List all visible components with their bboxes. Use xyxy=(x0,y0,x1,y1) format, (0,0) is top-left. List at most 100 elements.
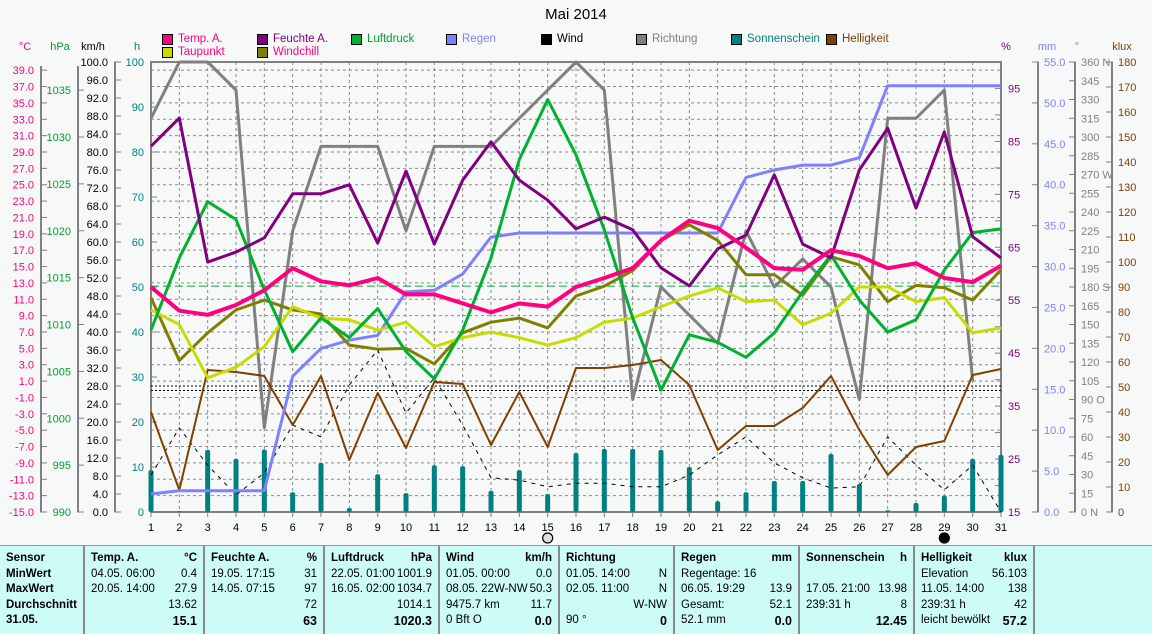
stat-row: 04.05. 06:00 0.4 xyxy=(91,568,197,584)
stat-row: 16.05. 02:00 1034.7 xyxy=(331,583,432,599)
axis-tick-label: 0 xyxy=(138,507,144,519)
stat-value: 8 xyxy=(900,598,907,611)
axis-tick-label: 90 O xyxy=(1081,395,1105,407)
stat-value: W-NW xyxy=(633,598,667,611)
stat-value: 1020.3 xyxy=(393,614,432,628)
axis-tick-label: 35 xyxy=(1008,401,1020,413)
stat-column-header: Helligkeit klux xyxy=(921,552,1027,568)
stat-column-name: Helligkeit xyxy=(921,552,973,564)
axis-tick-label: 12.0 xyxy=(87,453,108,465)
axis-tick-label: 15 xyxy=(1008,507,1020,519)
series-line-windchill xyxy=(149,223,1003,366)
legend-item: Sonnenschein xyxy=(731,33,820,45)
stat-row: 72 xyxy=(211,599,317,615)
legend-item: Windchill xyxy=(257,46,319,58)
stat-value: 0.0 xyxy=(774,614,792,628)
axis-unit-temp: °C xyxy=(19,41,31,53)
axis-tick-label: 45.0 xyxy=(1044,139,1065,151)
axis-tick-label: 240 xyxy=(1081,207,1099,219)
stat-column-unit: % xyxy=(306,552,317,564)
axis-tick-label: 8.0 xyxy=(93,471,108,483)
legend-label: Temp. A. xyxy=(178,33,223,45)
sunshine-bar xyxy=(516,470,522,512)
axis-unit-sun: h xyxy=(134,41,140,53)
stat-row: 52.1 mm 0.0 xyxy=(681,614,792,630)
legend-swatch xyxy=(541,33,552,45)
axis-tick-label: 60 xyxy=(132,237,144,249)
axis-tick-label: 0.0 xyxy=(93,507,108,519)
axis-tick-label: 25.0 xyxy=(13,180,34,192)
axis-tick-label: 39.0 xyxy=(13,65,34,77)
axis-tick-label: 11.0 xyxy=(13,294,34,306)
axis-tick-label: 50 xyxy=(132,282,144,294)
stat-row: 08.05. 22W-NW 50.3 xyxy=(446,583,552,599)
legend-item: Wind xyxy=(541,33,583,45)
axis-tick-label: 75 xyxy=(1008,189,1020,201)
sensor-column: Sensor MinWert MaxWert Durchschnitt 31.05. xyxy=(0,546,85,634)
axis-unit-rain: mm xyxy=(1038,41,1056,53)
x-tick-label: 15 xyxy=(542,522,554,534)
stat-value: 31 xyxy=(304,567,317,580)
stat-value: 138 xyxy=(1007,583,1027,595)
axis-tick-label: 40.0 xyxy=(1044,180,1065,192)
axis-unit-wind: km/h xyxy=(81,41,105,53)
axis-tick-label: 315 xyxy=(1081,113,1099,125)
stat-value: 11.7 xyxy=(530,598,552,611)
axis-tick-label: 33.0 xyxy=(13,114,34,126)
sunshine-bar xyxy=(261,449,267,512)
axis-tick-label: -5.0 xyxy=(15,425,34,437)
sunshine-bar xyxy=(856,484,862,512)
axis-tick-label: 20 xyxy=(132,417,144,429)
stat-row: 12.45 xyxy=(806,614,907,630)
stat-row: 15.1 xyxy=(91,614,197,630)
stat-label: 01.05. 14:00 xyxy=(566,567,630,580)
stat-label: 11.05. 14:00 xyxy=(921,583,985,595)
stat-value: 0.4 xyxy=(181,567,197,580)
x-tick-label: 28 xyxy=(910,522,922,534)
legend-item: Temp. A. xyxy=(162,33,223,45)
axis-tick-label: 21.0 xyxy=(13,212,34,224)
stat-label: 17.05. 21:00 xyxy=(806,583,870,595)
sunshine-bar xyxy=(205,449,211,512)
axis-unit-brightness: klux xyxy=(1112,41,1132,53)
axis-tick-label: 88.0 xyxy=(87,111,108,123)
stat-label: 19.05. 17:15 xyxy=(211,567,275,580)
stat-label: 0 Bft O xyxy=(446,614,482,626)
axis-tick-label: 13.0 xyxy=(13,278,34,290)
sunshine-bar xyxy=(403,493,409,512)
axis-tick-label: 95 xyxy=(1008,83,1020,95)
sunshine-bar xyxy=(176,511,182,512)
sunshine-bar xyxy=(148,470,154,512)
weather-chart: °C39.037.035.033.031.029.027.025.023.021… xyxy=(9,41,1136,544)
series-line-richtung xyxy=(149,60,975,430)
stat-column-name: Feuchte A. xyxy=(211,552,270,564)
stat-column-header: Temp. A. °C xyxy=(91,552,197,568)
axis-tick-label: 120 xyxy=(1118,207,1136,219)
axis-tick-label: 90 xyxy=(132,102,144,114)
x-tick-label: 1 xyxy=(148,522,154,534)
sensor-row-label: 31.05. xyxy=(6,614,38,626)
sunshine-bar xyxy=(431,465,437,512)
axis-tick-label: 56.0 xyxy=(87,255,108,267)
axis-tick-label: 60.0 xyxy=(87,237,108,249)
axis-tick-label: 15.0 xyxy=(1044,384,1065,396)
stat-row: 01.05. 14:00 N xyxy=(566,568,667,584)
stat-row: 63 xyxy=(211,614,317,630)
stat-value: N xyxy=(658,567,667,580)
stat-row: 1020.3 xyxy=(331,614,432,630)
stat-column: Wind km/h 01.05. 00:00 0.0 08.05. 22W-NW 50.3… xyxy=(440,546,560,634)
stat-label: Regentage: 16 xyxy=(681,567,757,580)
axis-tick-label: 100.0 xyxy=(80,57,108,69)
sunshine-bar xyxy=(998,454,1004,512)
stat-value: 12.45 xyxy=(875,614,907,628)
axis-tick-label: 360 N xyxy=(1081,57,1110,69)
sunshine-bar xyxy=(715,501,721,512)
sunshine-bar xyxy=(686,467,692,512)
axis-tick-label: 1020 xyxy=(47,226,71,238)
x-tick-label: 14 xyxy=(513,522,525,534)
axis-tick-label: 225 xyxy=(1081,226,1099,238)
axis-tick-label: 65 xyxy=(1008,242,1020,254)
sunshine-bar xyxy=(601,449,607,512)
x-tick-label: 7 xyxy=(318,522,324,534)
axis-tick-label: 15 xyxy=(1081,488,1093,500)
